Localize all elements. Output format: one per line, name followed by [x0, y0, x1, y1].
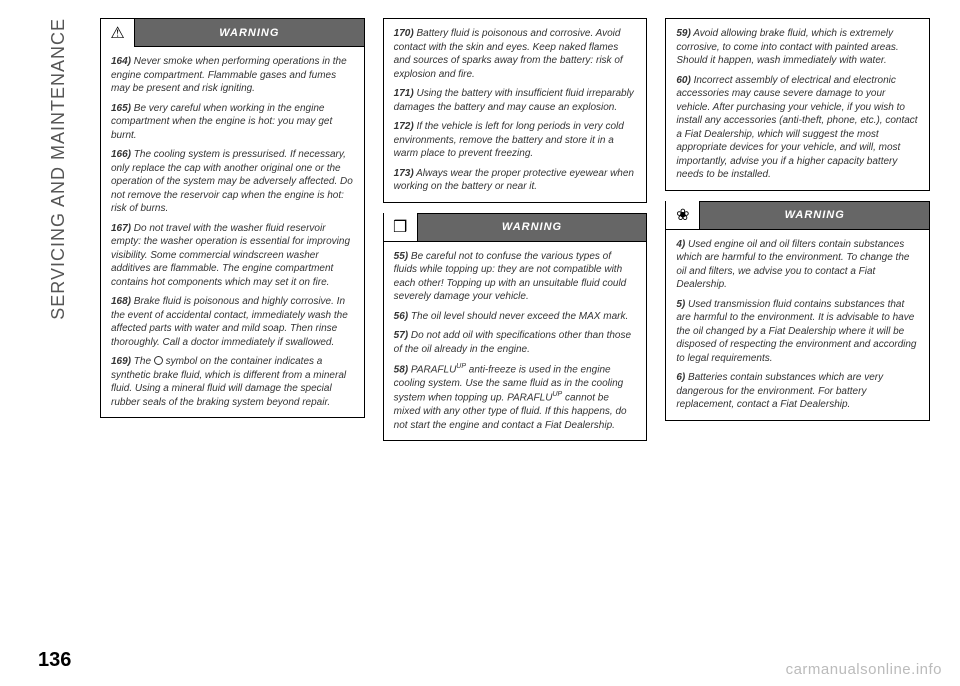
item-num: 167) [111, 223, 131, 234]
item-text: Avoid allowing brake fluid, which is ext… [676, 28, 898, 66]
item-text: Always wear the proper protective eyewea… [394, 168, 634, 193]
circle-symbol-icon [154, 356, 163, 365]
item-text: Battery fluid is poisonous and corrosive… [394, 28, 623, 80]
item-166: 166) The cooling system is pressurised. … [111, 148, 354, 216]
column-3: 59) Avoid allowing brake fluid, which is… [665, 18, 930, 642]
warning-box-2a: 170) Battery fluid is poisonous and corr… [383, 18, 648, 203]
item-60: 60) Incorrect assembly of electrical and… [676, 74, 919, 182]
item-168: 168) Brake fluid is poisonous and highly… [111, 295, 354, 349]
item-172: 172) If the vehicle is left for long per… [394, 120, 637, 161]
item-num: 6) [676, 372, 685, 383]
warning-header: ❒ WARNING [383, 213, 648, 241]
column-2: 170) Battery fluid is poisonous and corr… [383, 18, 648, 642]
item-56: 56) The oil level should never exceed th… [394, 310, 637, 324]
item-5: 5) Used transmission fluid contains subs… [676, 298, 919, 366]
item-169: 169) The symbol on the container indicat… [111, 355, 354, 409]
warning-block-1: ⚠ WARNING 164) Never smoke when performi… [100, 18, 365, 418]
section-title: SERVICING AND MAINTENANCE [48, 18, 69, 320]
item-num: 57) [394, 330, 408, 341]
item-text: Do not add oil with specifications other… [394, 330, 631, 355]
item-num: 170) [394, 28, 414, 39]
item-num: 165) [111, 103, 131, 114]
item-173: 173) Always wear the proper protective e… [394, 167, 637, 194]
warning-label: WARNING [418, 221, 647, 233]
item-text: Batteries contain substances which are v… [676, 372, 883, 410]
item-num: 166) [111, 149, 131, 160]
sup-text: UP [552, 391, 562, 398]
item-num: 171) [394, 88, 414, 99]
warning-label: WARNING [700, 209, 929, 221]
item-4: 4) Used engine oil and oil filters conta… [676, 238, 919, 292]
item-num: 56) [394, 311, 408, 322]
item-165: 165) Be very careful when working in the… [111, 102, 354, 143]
item-num: 173) [394, 168, 414, 179]
item-text: Never smoke when performing operations i… [111, 56, 347, 94]
item-text: Used engine oil and oil filters contain … [676, 239, 909, 291]
item-text: Be very careful when working in the engi… [111, 103, 332, 141]
item-text: Be careful not to confuse the various ty… [394, 251, 627, 303]
warning-box-2b: 55) Be careful not to confuse the variou… [383, 241, 648, 442]
item-num: 4) [676, 239, 685, 250]
item-text: Using the battery with insufficient flui… [394, 88, 634, 113]
warning-box-1: 164) Never smoke when performing operati… [100, 46, 365, 418]
content-columns: ⚠ WARNING 164) Never smoke when performi… [100, 18, 930, 642]
warning-triangle-icon: ⚠ [101, 19, 135, 47]
item-text: Brake fluid is poisonous and highly corr… [111, 296, 348, 348]
item-num: 60) [676, 75, 690, 86]
item-58: 58) PARAFLUUP anti-freeze is used in the… [394, 362, 637, 432]
item-text: Used transmission fluid contains substan… [676, 299, 916, 364]
warning-box-3b: 4) Used engine oil and oil filters conta… [665, 229, 930, 421]
item-text: The cooling system is pressurised. If ne… [111, 149, 353, 214]
item-text: Incorrect assembly of electrical and ele… [676, 75, 917, 181]
item-num: 168) [111, 296, 131, 307]
manual-page: SERVICING AND MAINTENANCE ⚠ WARNING 164)… [0, 0, 960, 686]
watermark: carmanualsonline.info [786, 661, 942, 678]
item-164: 164) Never smoke when performing operati… [111, 55, 354, 96]
item-num: 164) [111, 56, 131, 67]
item-text-before: PARAFLU [408, 364, 456, 375]
item-59: 59) Avoid allowing brake fluid, which is… [676, 27, 919, 68]
warning-header: ⚠ WARNING [100, 18, 365, 46]
item-text: The oil level should never exceed the MA… [408, 311, 628, 322]
warning-header: ❀ WARNING [665, 201, 930, 229]
item-6: 6) Batteries contain substances which ar… [676, 371, 919, 412]
item-num: 169) [111, 356, 131, 367]
warning-box-3a: 59) Avoid allowing brake fluid, which is… [665, 18, 930, 191]
warning-label: WARNING [135, 27, 364, 39]
warning-leaf-icon: ❀ [666, 201, 700, 229]
item-167: 167) Do not travel with the washer fluid… [111, 222, 354, 290]
item-num: 5) [676, 299, 685, 310]
item-57: 57) Do not add oil with specifications o… [394, 329, 637, 356]
item-text: If the vehicle is left for long periods … [394, 121, 624, 159]
column-1: ⚠ WARNING 164) Never smoke when performi… [100, 18, 365, 642]
item-num: 58) [394, 364, 408, 375]
item-55: 55) Be careful not to confuse the variou… [394, 250, 637, 304]
item-num: 172) [394, 121, 414, 132]
item-text-before: The [131, 356, 154, 367]
item-171: 171) Using the battery with insufficient… [394, 87, 637, 114]
warning-car-icon: ❒ [384, 213, 418, 241]
warning-block-3: ❀ WARNING 4) Used engine oil and oil fil… [665, 201, 930, 421]
sup-text: UP [456, 363, 466, 370]
item-num: 59) [676, 28, 690, 39]
item-170: 170) Battery fluid is poisonous and corr… [394, 27, 637, 81]
item-text: Do not travel with the washer fluid rese… [111, 223, 350, 288]
page-number: 136 [38, 649, 71, 672]
warning-block-2: ❒ WARNING 55) Be careful not to confuse … [383, 213, 648, 442]
item-num: 55) [394, 251, 408, 262]
